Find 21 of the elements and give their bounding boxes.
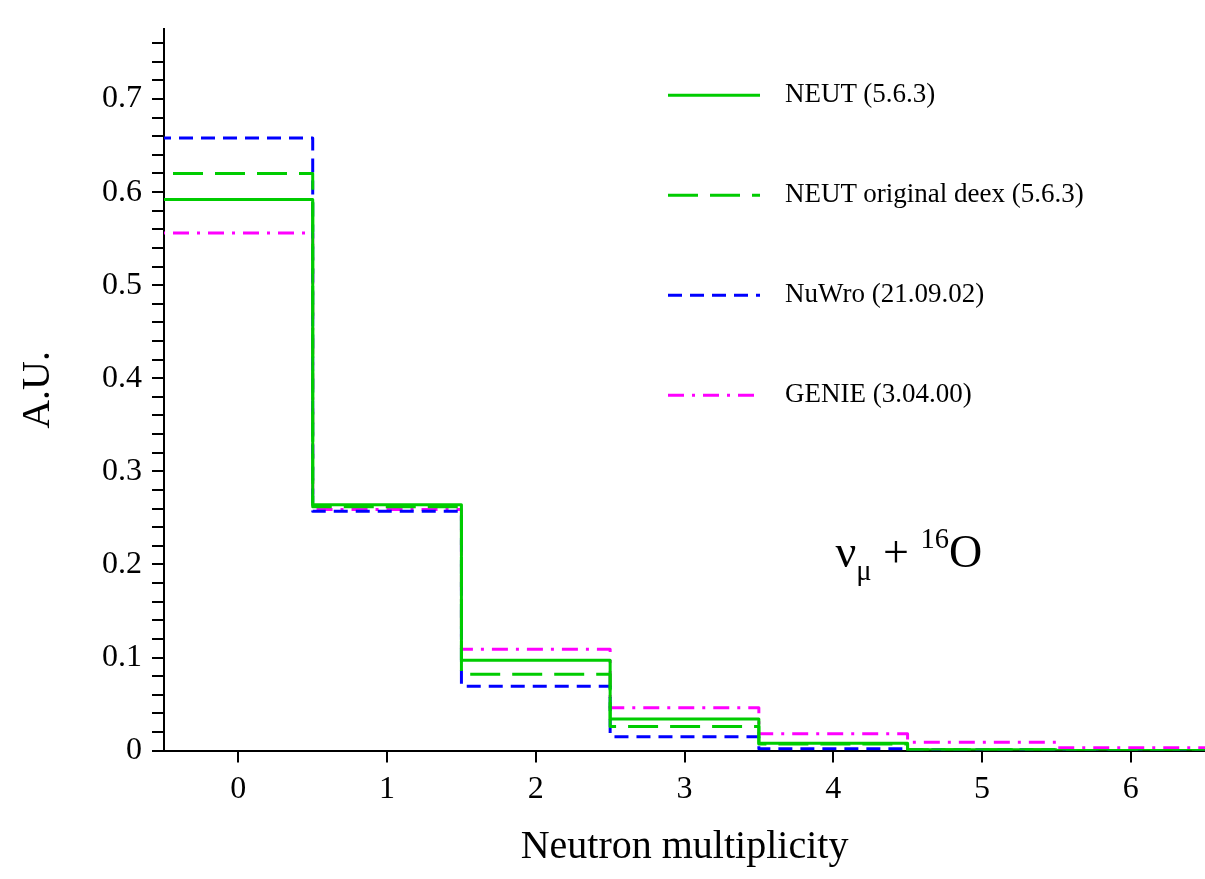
- x-tick-label: 1: [379, 769, 396, 806]
- legend-label: NEUT (5.6.3): [785, 78, 936, 109]
- x-axis-title: Neutron multiplicity: [520, 821, 849, 867]
- x-tick-label: 2: [527, 769, 544, 806]
- x-tick-label: 0: [230, 769, 247, 806]
- y-tick-label: 0: [126, 730, 142, 767]
- y-tick-label: 0.4: [102, 357, 142, 394]
- y-axis-title: A.U.: [12, 351, 58, 429]
- y-tick-label: 0.7: [102, 78, 142, 115]
- y-tick-label: 0.6: [102, 171, 142, 208]
- x-tick-label: 3: [676, 769, 693, 806]
- y-tick-label: 0.3: [102, 450, 142, 487]
- legend-label: GENIE (3.04.00): [785, 378, 972, 409]
- legend-label: NEUT original deex (5.6.3): [785, 178, 1084, 209]
- y-tick-label: 0.1: [102, 636, 142, 673]
- x-tick-label: 5: [973, 769, 990, 806]
- x-tick-label: 4: [825, 769, 842, 806]
- legend-label: NuWro (21.09.02): [785, 278, 985, 309]
- y-tick-label: 0.2: [102, 543, 142, 580]
- x-tick-label: 6: [1122, 769, 1139, 806]
- y-tick-label: 0.5: [102, 264, 142, 301]
